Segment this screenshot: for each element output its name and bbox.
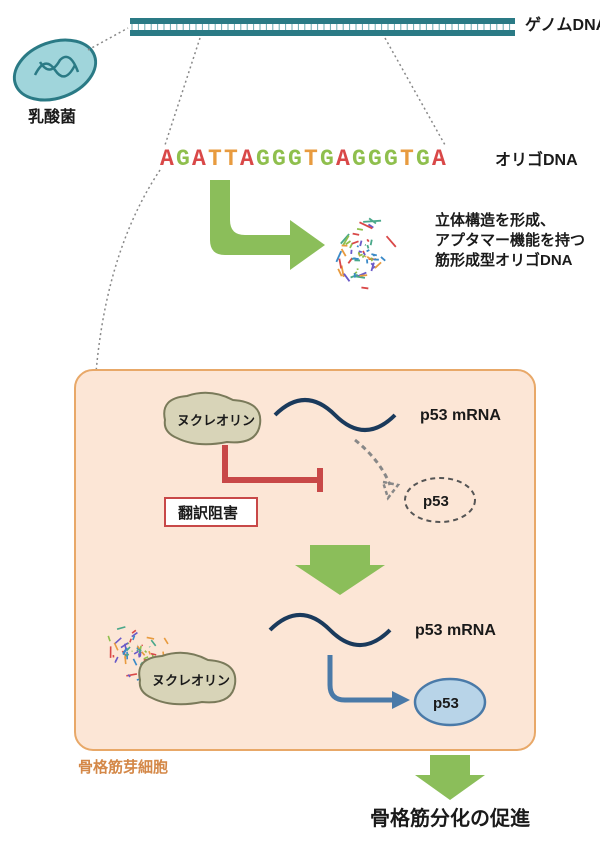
genome-dna-label: ゲノムDNA	[525, 15, 600, 34]
svg-text:G: G	[384, 146, 398, 172]
nucleolin-label: ヌクレオリン	[152, 673, 230, 688]
myoblast-label: 骨格筋芽細胞	[78, 758, 168, 776]
inhibition-label: 翻訳阻害	[178, 504, 238, 522]
molecular-structure	[336, 218, 395, 288]
dotted-line	[385, 38, 445, 145]
svg-text:G: G	[416, 146, 430, 172]
arrow-icon	[415, 755, 485, 800]
oligo-sequence: AGATTAGGGTGAGGGTGA	[160, 146, 446, 172]
p53-label: p53	[423, 493, 449, 510]
svg-text:G: G	[352, 146, 366, 172]
svg-text:T: T	[224, 146, 238, 172]
structure-label: アプタマー機能を持つ	[435, 231, 585, 249]
bacteria-icon: 乳酸菌	[6, 29, 104, 126]
arrow-icon	[210, 180, 325, 270]
p53-mrna-label: p53 mRNA	[420, 407, 501, 424]
genome-dna-strand: ゲノムDNA	[130, 15, 600, 36]
svg-text:G: G	[272, 146, 286, 172]
p53-mrna-label: p53 mRNA	[415, 622, 496, 639]
dotted-line	[88, 28, 128, 50]
svg-text:G: G	[368, 146, 382, 172]
oligo-dna-label: オリゴDNA	[495, 150, 578, 169]
svg-text:G: G	[256, 146, 270, 172]
main-diagram: ゲノムDNA乳酸菌AGATTAGGGTGAGGGTGAオリゴDNA立体構造を形成…	[0, 0, 600, 837]
p53-label: p53	[433, 695, 459, 712]
svg-text:A: A	[160, 146, 174, 172]
svg-text:A: A	[240, 146, 254, 172]
svg-text:T: T	[400, 146, 414, 172]
svg-text:T: T	[304, 146, 318, 172]
nucleolin-label: ヌクレオリン	[177, 413, 255, 428]
svg-text:T: T	[208, 146, 222, 172]
structure-label: 立体構造を形成、	[435, 211, 555, 229]
svg-text:A: A	[336, 146, 350, 172]
svg-text:A: A	[192, 146, 206, 172]
structure-label: 筋形成型オリゴDNA	[434, 251, 573, 269]
svg-text:G: G	[176, 146, 190, 172]
conclusion-label: 骨格筋分化の促進	[370, 806, 530, 830]
svg-text:G: G	[288, 146, 302, 172]
svg-text:A: A	[432, 146, 446, 172]
bacteria-label: 乳酸菌	[28, 107, 76, 126]
svg-text:G: G	[320, 146, 334, 172]
dotted-line	[165, 38, 200, 145]
